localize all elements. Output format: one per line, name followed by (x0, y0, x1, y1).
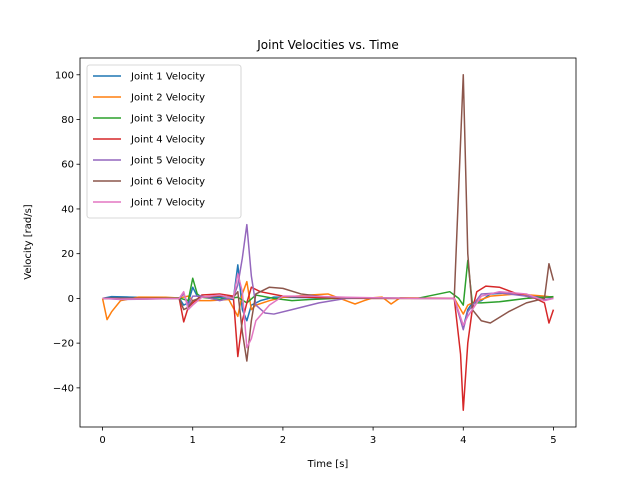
y-tick-label: 100 (55, 70, 74, 81)
axes-frame (79, 57, 577, 428)
x-tick-label: 3 (370, 435, 376, 446)
series-line-joint-3 (102, 259, 554, 306)
y-tick-label: −20 (53, 339, 74, 350)
y-tick-label: 0 (68, 294, 74, 305)
chart-title: Joint Velocities vs. Time (256, 38, 398, 52)
y-tick-label: −40 (53, 383, 74, 394)
legend-label-joint-5: Joint 5 Velocity (130, 156, 205, 167)
plot-area (101, 74, 555, 411)
legend-label-joint-2: Joint 2 Velocity (130, 93, 205, 104)
legend-label-joint-3: Joint 3 Velocity (130, 114, 205, 125)
x-tick-label: 5 (550, 435, 556, 446)
legend: Joint 1 Velocity Joint 2 Velocity Joint 3 … (86, 64, 242, 219)
y-tick-label: 40 (61, 204, 74, 215)
axes: 0 1 2 3 4 5 −40 −20 0 20 40 60 80 100 (53, 57, 577, 446)
x-tick-label: 0 (99, 435, 105, 446)
legend-label-joint-7: Joint 7 Velocity (130, 198, 205, 209)
y-tick-label: 60 (61, 160, 74, 171)
x-axis-label: Time [s] (307, 459, 349, 470)
series-line-joint-6 (102, 74, 555, 362)
y-tick-label: 20 (61, 249, 74, 260)
legend-label-joint-6: Joint 6 Velocity (130, 177, 205, 188)
x-tick-label: 1 (190, 435, 196, 446)
legend-box (86, 64, 242, 219)
legend-label-joint-1: Joint 1 Velocity (130, 72, 205, 83)
x-tick-label: 4 (460, 435, 466, 446)
y-axis-label: Velocity [rad/s] (23, 204, 34, 279)
legend-label-joint-4: Joint 4 Velocity (130, 135, 205, 146)
x-tick-label: 2 (280, 435, 286, 446)
series-line-joint-5 (102, 223, 554, 331)
series-line-joint-7 (102, 273, 554, 349)
y-tick-label: 80 (61, 115, 74, 126)
